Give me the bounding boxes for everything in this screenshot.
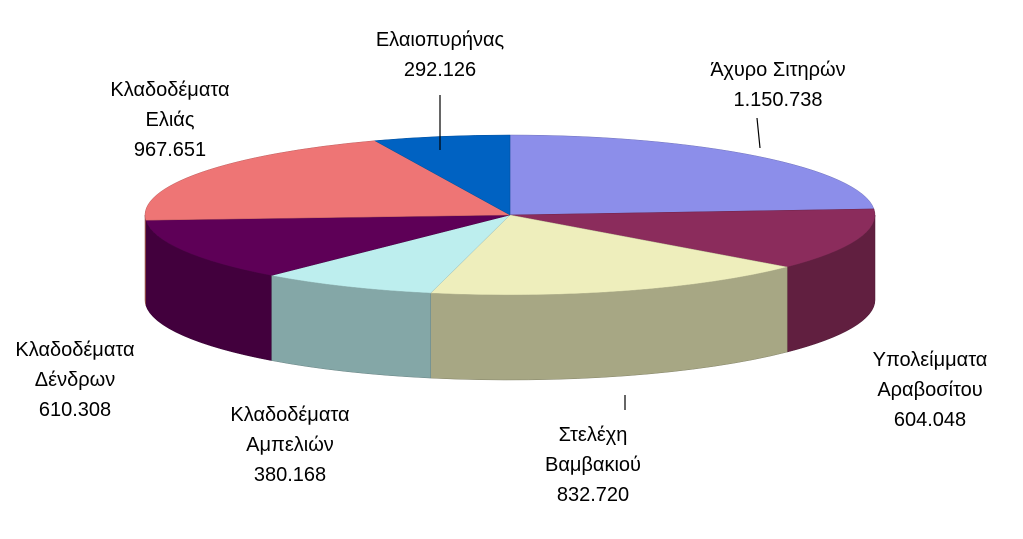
slice-side [144, 214, 147, 306]
category-label: Άχυρο Σιτηρών [710, 59, 846, 81]
value-label: 967.651 [133, 139, 207, 161]
category-label: Στελέχη Βαμβακιού [545, 424, 641, 476]
slice-label: Υπολείμματα Αραβοσίτου 604.048 [855, 345, 1005, 435]
value-label: 292.126 [403, 59, 477, 81]
slice-label: Ελαιοπυρήνας 292.126 [340, 25, 540, 85]
leader-line [756, 117, 761, 149]
slice [144, 140, 511, 221]
value-label: 604.048 [893, 409, 967, 431]
category-label: Κλαδοδέματα Ελιάς [110, 79, 230, 131]
category-label: Κλαδοδέματα Αμπελιών [230, 404, 350, 456]
slice-label: Στελέχη Βαμβακιού 832.720 [518, 420, 668, 510]
slice-label: Άχυρο Σιτηρών 1.150.738 [648, 55, 908, 115]
value-label: 832.720 [556, 484, 630, 506]
category-label: Ελαιοπυρήνας [375, 29, 505, 51]
slice [509, 208, 876, 268]
slice-label: Κλαδοδέματα Αμπελιών 380.168 [210, 400, 370, 490]
value-label: 380.168 [253, 464, 327, 486]
slice [430, 214, 788, 296]
value-label: 1.150.738 [733, 89, 823, 111]
slice [145, 214, 511, 276]
slice-label: Κλαδοδέματα Δένδρων 610.308 [0, 335, 150, 425]
slice [271, 214, 511, 294]
category-label: Υπολείμματα Αραβοσίτου [872, 349, 988, 401]
slice [373, 134, 511, 216]
slice [509, 134, 875, 216]
value-label: 610.308 [38, 399, 112, 421]
category-label: Κλαδοδέματα Δένδρων [15, 339, 135, 391]
slice-label: Κλαδοδέματα Ελιάς 967.651 [90, 75, 250, 165]
